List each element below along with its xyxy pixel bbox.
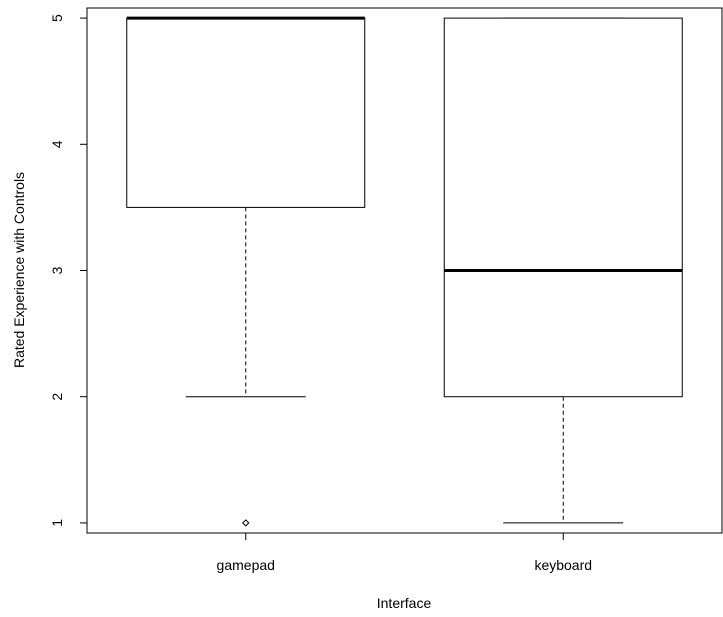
box-keyboard: [443, 17, 683, 524]
y-axis: 1 2 3 4 5: [49, 14, 87, 527]
box-body: [126, 17, 366, 208]
y-axis-title: Rated Experience with Controls: [11, 172, 27, 368]
box-gamepad: [126, 16, 366, 527]
y-tick-label: 2: [49, 393, 65, 401]
y-tick-label: 5: [49, 14, 65, 22]
outlier-point: [242, 519, 250, 527]
box-body: [443, 17, 683, 398]
x-tick-label: gamepad: [217, 557, 275, 573]
x-axis: gamepad keyboard: [217, 533, 592, 573]
x-axis-title: Interface: [377, 595, 432, 611]
y-tick-label: 4: [49, 140, 65, 148]
y-tick-label: 3: [49, 266, 65, 274]
box-group: [126, 16, 683, 527]
y-tick-label: 1: [49, 519, 65, 527]
x-tick-label: keyboard: [534, 557, 592, 573]
